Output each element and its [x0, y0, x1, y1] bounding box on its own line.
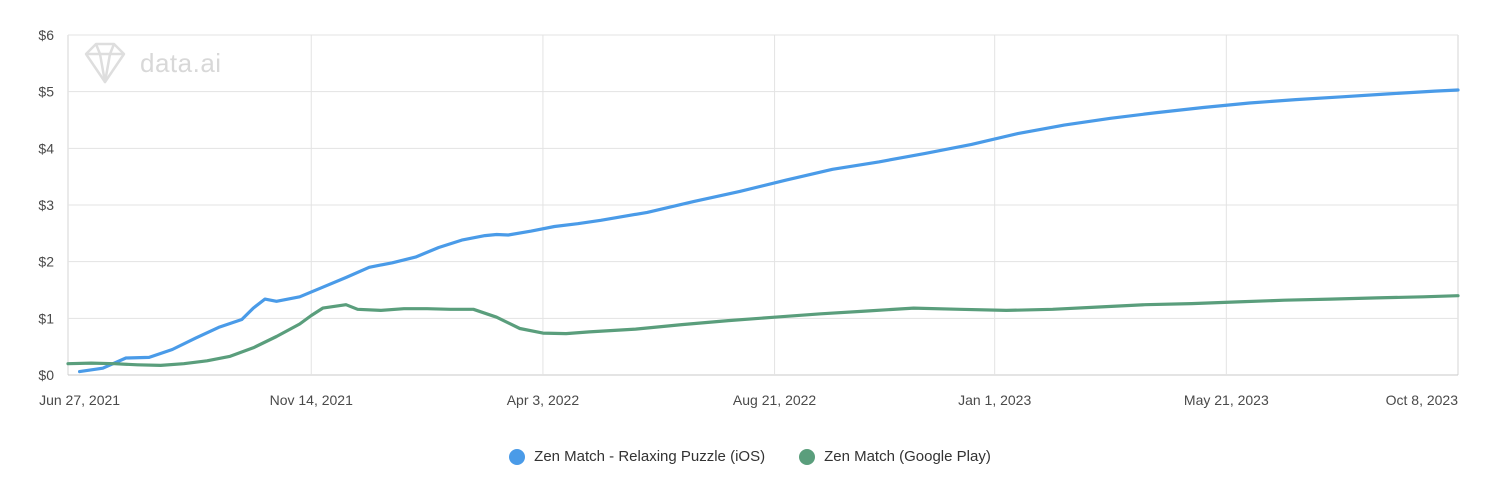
y-tick-label: $3	[38, 197, 54, 213]
x-tick-label: Nov 14, 2021	[270, 392, 353, 408]
y-tick-label: $0	[38, 367, 54, 383]
series-line-google-play[interactable]	[66, 294, 1460, 367]
y-tick-label: $5	[38, 84, 54, 100]
y-tick-label: $1	[38, 310, 54, 326]
legend-label-google-play: Zen Match (Google Play)	[824, 448, 991, 465]
x-tick-label: Oct 8, 2023	[1386, 392, 1459, 408]
y-tick-label: $2	[38, 254, 54, 270]
x-tick-label: Jan 1, 2023	[958, 392, 1031, 408]
x-tick-label: Apr 3, 2022	[507, 392, 580, 408]
legend-item-ios[interactable]: Zen Match - Relaxing Puzzle (iOS)	[509, 448, 765, 465]
grid-lines	[67, 34, 1459, 376]
y-tick-label: $6	[38, 27, 54, 43]
series-line-ios[interactable]	[78, 88, 1460, 374]
data-ai-watermark: data.ai	[78, 40, 222, 86]
legend-swatch-google-play	[799, 448, 816, 465]
legend-swatch-ios	[509, 448, 526, 465]
x-tick-label: Aug 21, 2022	[733, 392, 817, 408]
x-tick-label: May 21, 2023	[1184, 392, 1269, 408]
y-tick-label: $4	[38, 140, 54, 156]
diamond-logo-icon	[78, 40, 132, 86]
legend-label-ios: Zen Match - Relaxing Puzzle (iOS)	[534, 448, 766, 465]
legend-item-google-play[interactable]: Zen Match (Google Play)	[799, 448, 991, 465]
chart-legend: Zen Match - Relaxing Puzzle (iOS) Zen Ma…	[0, 448, 1500, 465]
line-chart: $0 $1 $2 $3 $4 $5 $6 Jun 27, 2021 Nov 14, 2021 Ap…	[38, 27, 1460, 408]
axis-labels: $0 $1 $2 $3 $4 $5 $6 Jun 27, 2021 Nov 14, 2021 Ap…	[38, 27, 1458, 408]
x-tick-label: Jun 27, 2021	[39, 392, 120, 408]
watermark-text: data.ai	[140, 47, 222, 78]
series-lines	[66, 88, 1460, 374]
